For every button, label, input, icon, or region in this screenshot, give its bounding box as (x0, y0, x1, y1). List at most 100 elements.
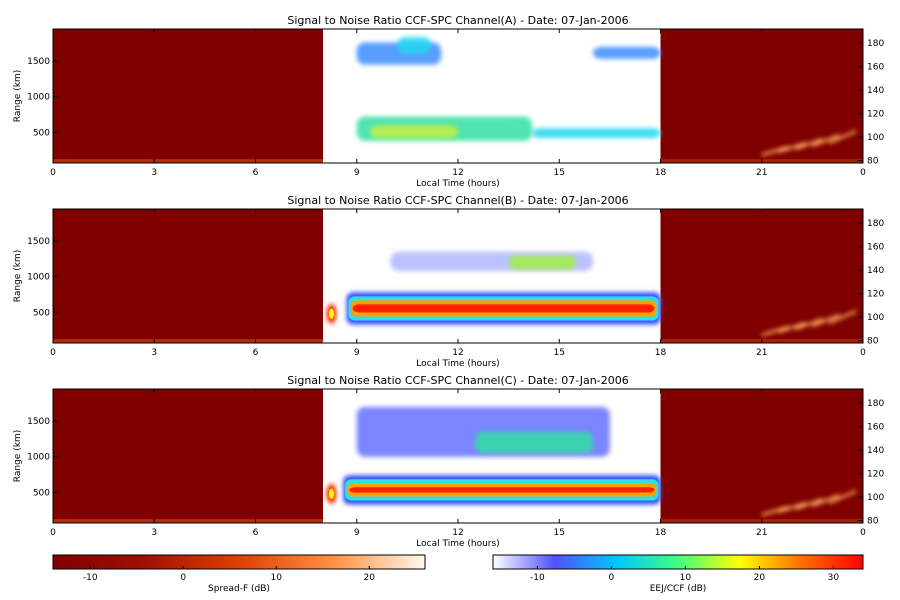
panel-b: Signal to Noise Ratio CCF-SPC Channel(B)… (13, 194, 884, 369)
x-tick-label: 0 (50, 168, 56, 178)
x-tick-label: 9 (354, 528, 360, 538)
colorbar-tick-label: 0 (180, 573, 186, 583)
y-tick-label-right: 80 (867, 517, 879, 527)
echo-region (397, 36, 431, 54)
colorbar-tick-label: 20 (363, 573, 375, 583)
y-tick-label-left: 1500 (27, 57, 50, 67)
y-tick-label-left: 1000 (27, 93, 50, 103)
echo-region (508, 255, 577, 270)
spread-f-streak (795, 137, 823, 151)
night-band-left (53, 339, 323, 343)
y-tick-label-right: 180 (867, 219, 884, 229)
spread-f-streak (778, 501, 807, 514)
colorbar-eej-ccf: -10 0 10 20 30 EEJ/CCF (dB) (492, 554, 864, 594)
spread-f-streak (828, 489, 857, 505)
x-tick-label: 15 (554, 168, 565, 178)
y-tick-label-right: 120 (867, 470, 884, 480)
colorbar-tick-label: 30 (828, 573, 840, 583)
panel-title: Signal to Noise Ratio CCF-SPC Channel(C)… (287, 374, 628, 387)
y-tick-label-right: 100 (867, 133, 884, 143)
x-tick-label: 21 (756, 168, 767, 178)
y-tick-label-right: 140 (867, 266, 884, 276)
y-tick-label-left: 1000 (27, 273, 50, 283)
y-tick-label-right: 100 (867, 313, 884, 323)
spread-f-feature (761, 489, 857, 517)
y-tick-label-left: 500 (33, 128, 50, 138)
colorbar-scale (52, 554, 426, 570)
echo-region (474, 431, 593, 454)
colorbar-tick-label: -10 (530, 573, 545, 583)
y-tick-label-right: 140 (867, 86, 884, 96)
colorbar-tick-label: 10 (680, 573, 692, 583)
spread-f-streak (761, 505, 790, 517)
x-tick-label: 12 (452, 348, 463, 358)
x-tick-label: 0 (860, 348, 866, 358)
x-tick-label: 6 (253, 528, 259, 538)
panel-c: Signal to Noise Ratio CCF-SPC Channel(C)… (13, 374, 884, 549)
x-tick-label: 21 (756, 348, 767, 358)
night-band-left (53, 159, 323, 163)
spread-f-streak (795, 317, 823, 331)
echo-region (532, 128, 661, 139)
x-tick-label: 0 (50, 528, 56, 538)
spread-f-streak (761, 145, 790, 157)
echo-region-core (349, 487, 655, 493)
colorbar-tick-label: -10 (83, 573, 98, 583)
x-tick-label: 3 (151, 168, 157, 178)
echo-region (593, 46, 661, 59)
y-tick-label-left: 1500 (27, 417, 50, 427)
x-axis-label: Local Time (hours) (416, 359, 499, 369)
spread-f-streak (828, 309, 857, 325)
colorbar-tick-label: 10 (270, 573, 282, 583)
colorbar-tick-label: 0 (609, 573, 615, 583)
x-tick-label: 0 (860, 528, 866, 538)
x-tick-label: 0 (860, 168, 866, 178)
y-tick-label-right: 160 (867, 423, 884, 433)
x-tick-label: 12 (452, 528, 463, 538)
spread-f-streak (811, 493, 840, 508)
x-tick-label: 3 (151, 348, 157, 358)
night-region-right (660, 209, 863, 343)
colorbar-spread-f: -10 0 10 20 Spread-F (dB) (52, 554, 426, 594)
spread-f-streak (778, 141, 807, 154)
echo-region (370, 125, 458, 139)
y-axis-label: Range (km) (13, 250, 23, 302)
y-tick-label-left: 500 (33, 488, 50, 498)
panel-a: Signal to Noise Ratio CCF-SPC Channel(A)… (13, 14, 884, 189)
y-tick-label-right: 80 (867, 337, 879, 347)
night-region-left (53, 29, 323, 163)
x-tick-label: 6 (253, 348, 259, 358)
y-tick-label-left: 1000 (27, 453, 50, 463)
night-region-right (660, 29, 863, 163)
dawn-burst-core (328, 488, 334, 499)
colorbar-label: EEJ/CCF (dB) (650, 584, 707, 594)
spread-f-feature (761, 309, 857, 337)
night-band-left (53, 519, 323, 523)
colorbar-scale (492, 554, 864, 570)
x-tick-label: 9 (354, 348, 360, 358)
y-tick-label-right: 100 (867, 493, 884, 503)
y-tick-label-right: 80 (867, 157, 879, 167)
x-tick-label: 18 (655, 168, 667, 178)
panel-title: Signal to Noise Ratio CCF-SPC Channel(A)… (287, 14, 628, 27)
y-tick-label-left: 500 (33, 308, 50, 318)
x-tick-label: 0 (50, 348, 56, 358)
spread-f-feature (761, 129, 857, 157)
y-tick-label-left: 1500 (27, 237, 50, 247)
x-tick-label: 21 (756, 528, 767, 538)
spread-f-streak (778, 321, 807, 334)
colorbar-tick-label: 20 (754, 573, 766, 583)
x-axis-label: Local Time (hours) (416, 179, 499, 189)
spread-f-streak (795, 497, 823, 511)
x-tick-label: 3 (151, 528, 157, 538)
x-tick-label: 15 (554, 528, 565, 538)
night-region-right (660, 389, 863, 523)
spread-f-streak (761, 325, 790, 337)
x-tick-label: 9 (354, 168, 360, 178)
y-tick-label-right: 140 (867, 446, 884, 456)
y-axis-label: Range (km) (13, 430, 23, 482)
y-tick-label-right: 120 (867, 110, 884, 120)
spread-f-streak (811, 313, 840, 328)
panel-title: Signal to Noise Ratio CCF-SPC Channel(B)… (287, 194, 628, 207)
